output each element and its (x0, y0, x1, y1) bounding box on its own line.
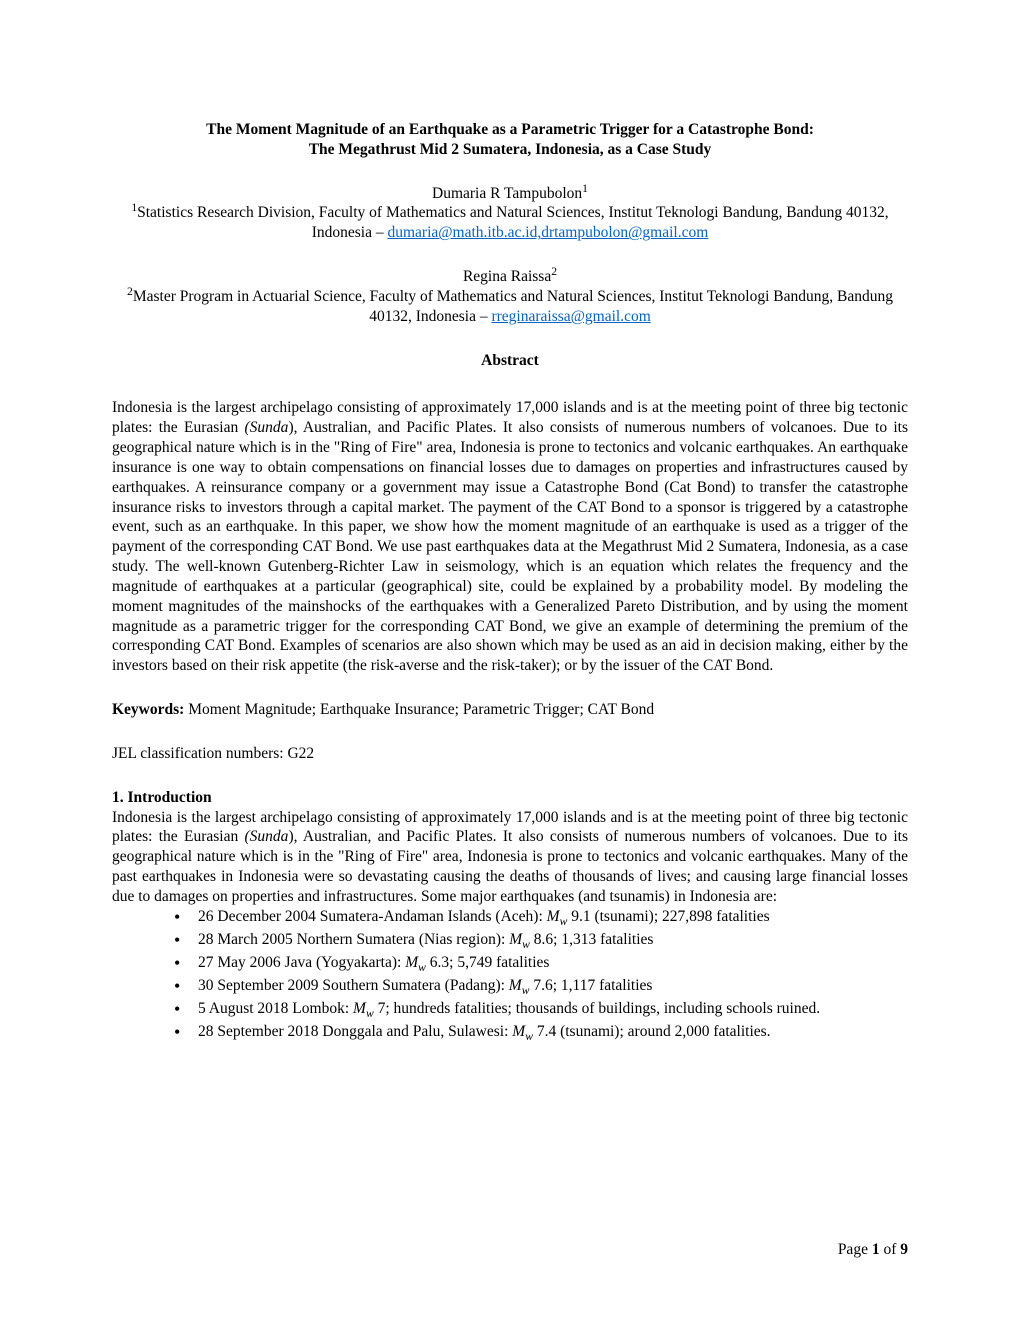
mw-symbol: Mw (353, 1000, 374, 1017)
abstract-body: Indonesia is the largest archipelago con… (112, 398, 908, 676)
list-item: 28 March 2005 Northern Sumatera (Nias re… (174, 930, 908, 953)
mw-symbol: Mw (512, 1023, 533, 1040)
author-2-affiliation: 2Master Program in Actuarial Science, Fa… (112, 287, 908, 327)
author-1-affiliation: 1Statistics Research Division, Faculty o… (112, 203, 908, 243)
paper-title: The Moment Magnitude of an Earthquake as… (112, 120, 908, 160)
keywords-label: Keywords: (112, 701, 188, 718)
mw-symbol: Mw (509, 931, 530, 948)
author-block-1: Dumaria R Tampubolon1 1Statistics Resear… (112, 184, 908, 243)
author-2-email-link[interactable]: rreginaraissa@gmail.com (491, 308, 650, 325)
title-line-1: The Moment Magnitude of an Earthquake as… (206, 121, 814, 138)
page-footer: Page 1 of 9 (838, 1240, 908, 1260)
introduction-body: Indonesia is the largest archipelago con… (112, 808, 908, 907)
title-line-2: The Megathrust Mid 2 Sumatera, Indonesia… (309, 141, 712, 158)
author-block-2: Regina Raissa2 2Master Program in Actuar… (112, 267, 908, 326)
mw-symbol: Mw (509, 977, 530, 994)
list-item: 28 September 2018 Donggala and Palu, Sul… (174, 1022, 908, 1045)
list-item: 30 September 2009 Southern Sumatera (Pad… (174, 976, 908, 999)
author-1-email-link[interactable]: dumaria@math.itb.ac.id,drtampubolon@gmai… (387, 224, 708, 241)
section-1-heading: 1. Introduction (112, 788, 908, 808)
abstract-heading: Abstract (112, 351, 908, 371)
keywords-text: Moment Magnitude; Earthquake Insurance; … (188, 701, 654, 718)
author-2-name: Regina Raissa2 (112, 267, 908, 287)
mw-symbol: Mw (547, 908, 568, 925)
list-item: 26 December 2004 Sumatera-Andaman Island… (174, 907, 908, 930)
list-item: 5 August 2018 Lombok: Mw 7; hundreds fat… (174, 999, 908, 1022)
mw-symbol: Mw (405, 954, 426, 971)
jel-classification: JEL classification numbers: G22 (112, 744, 908, 764)
list-item: 27 May 2006 Java (Yogyakarta): Mw 6.3; 5… (174, 953, 908, 976)
author-1-name: Dumaria R Tampubolon1 (112, 184, 908, 204)
keywords-line: Keywords: Moment Magnitude; Earthquake I… (112, 700, 908, 720)
earthquake-list: 26 December 2004 Sumatera-Andaman Island… (112, 907, 908, 1045)
